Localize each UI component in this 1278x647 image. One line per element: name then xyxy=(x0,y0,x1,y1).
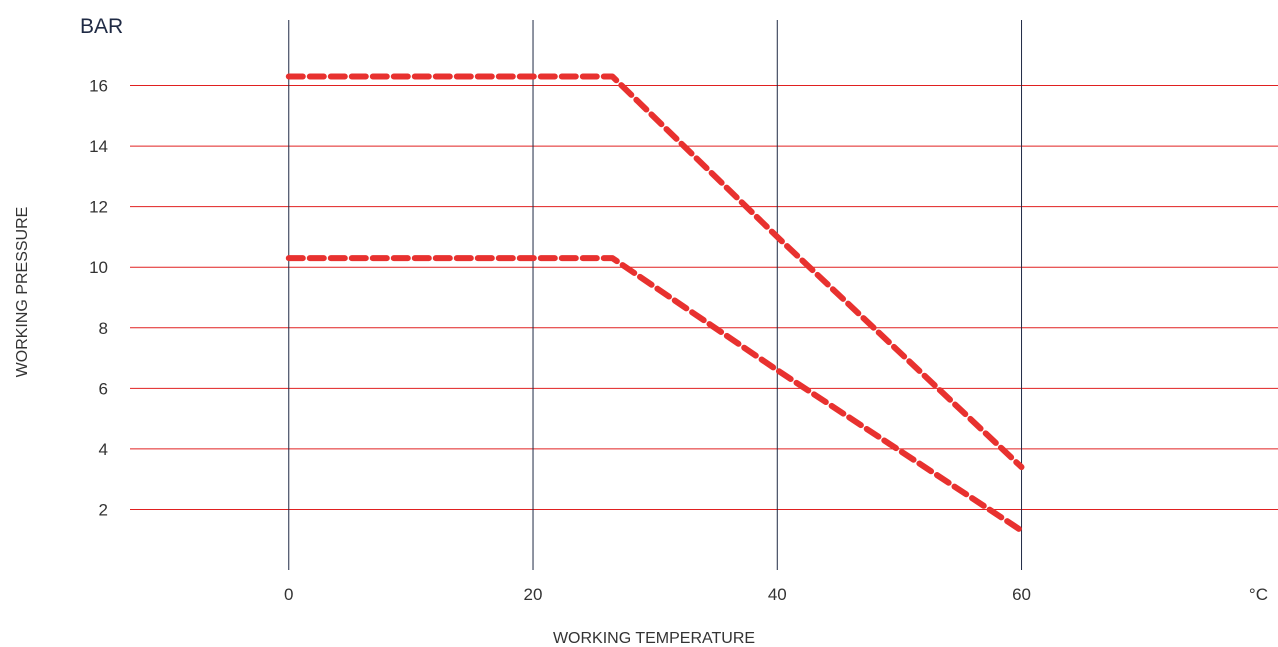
x-tick-label-0: 0 xyxy=(284,585,293,604)
y-tick-labels: 2 4 6 8 10 12 14 16 xyxy=(89,77,108,520)
x-unit-label: °C xyxy=(1249,585,1268,604)
y-tick-label-10: 10 xyxy=(89,258,108,277)
series-lines xyxy=(285,73,1025,534)
y-tick-label-2: 2 xyxy=(99,500,108,519)
series-line-2 xyxy=(285,255,1025,534)
y-tick-label-4: 4 xyxy=(99,440,108,459)
y-unit-label: BAR xyxy=(80,15,123,38)
x-axis-title: WORKING TEMPERATURE xyxy=(553,630,755,647)
y-tick-label-12: 12 xyxy=(89,198,108,217)
vertical-gridlines xyxy=(288,20,1023,570)
y-tick-label-8: 8 xyxy=(99,319,108,338)
y-axis-title: WORKING PRESSURE xyxy=(14,207,31,378)
horizontal-gridlines xyxy=(130,85,1278,510)
x-tick-label-20: 20 xyxy=(524,585,543,604)
y-tick-label-6: 6 xyxy=(99,379,108,398)
series-line-1 xyxy=(285,73,1025,471)
y-tick-label-14: 14 xyxy=(89,137,108,156)
x-tick-labels: 0 20 40 60 xyxy=(284,585,1031,604)
y-tick-label-16: 16 xyxy=(89,77,108,96)
x-tick-label-60: 60 xyxy=(1012,585,1031,604)
x-tick-label-40: 40 xyxy=(768,585,787,604)
